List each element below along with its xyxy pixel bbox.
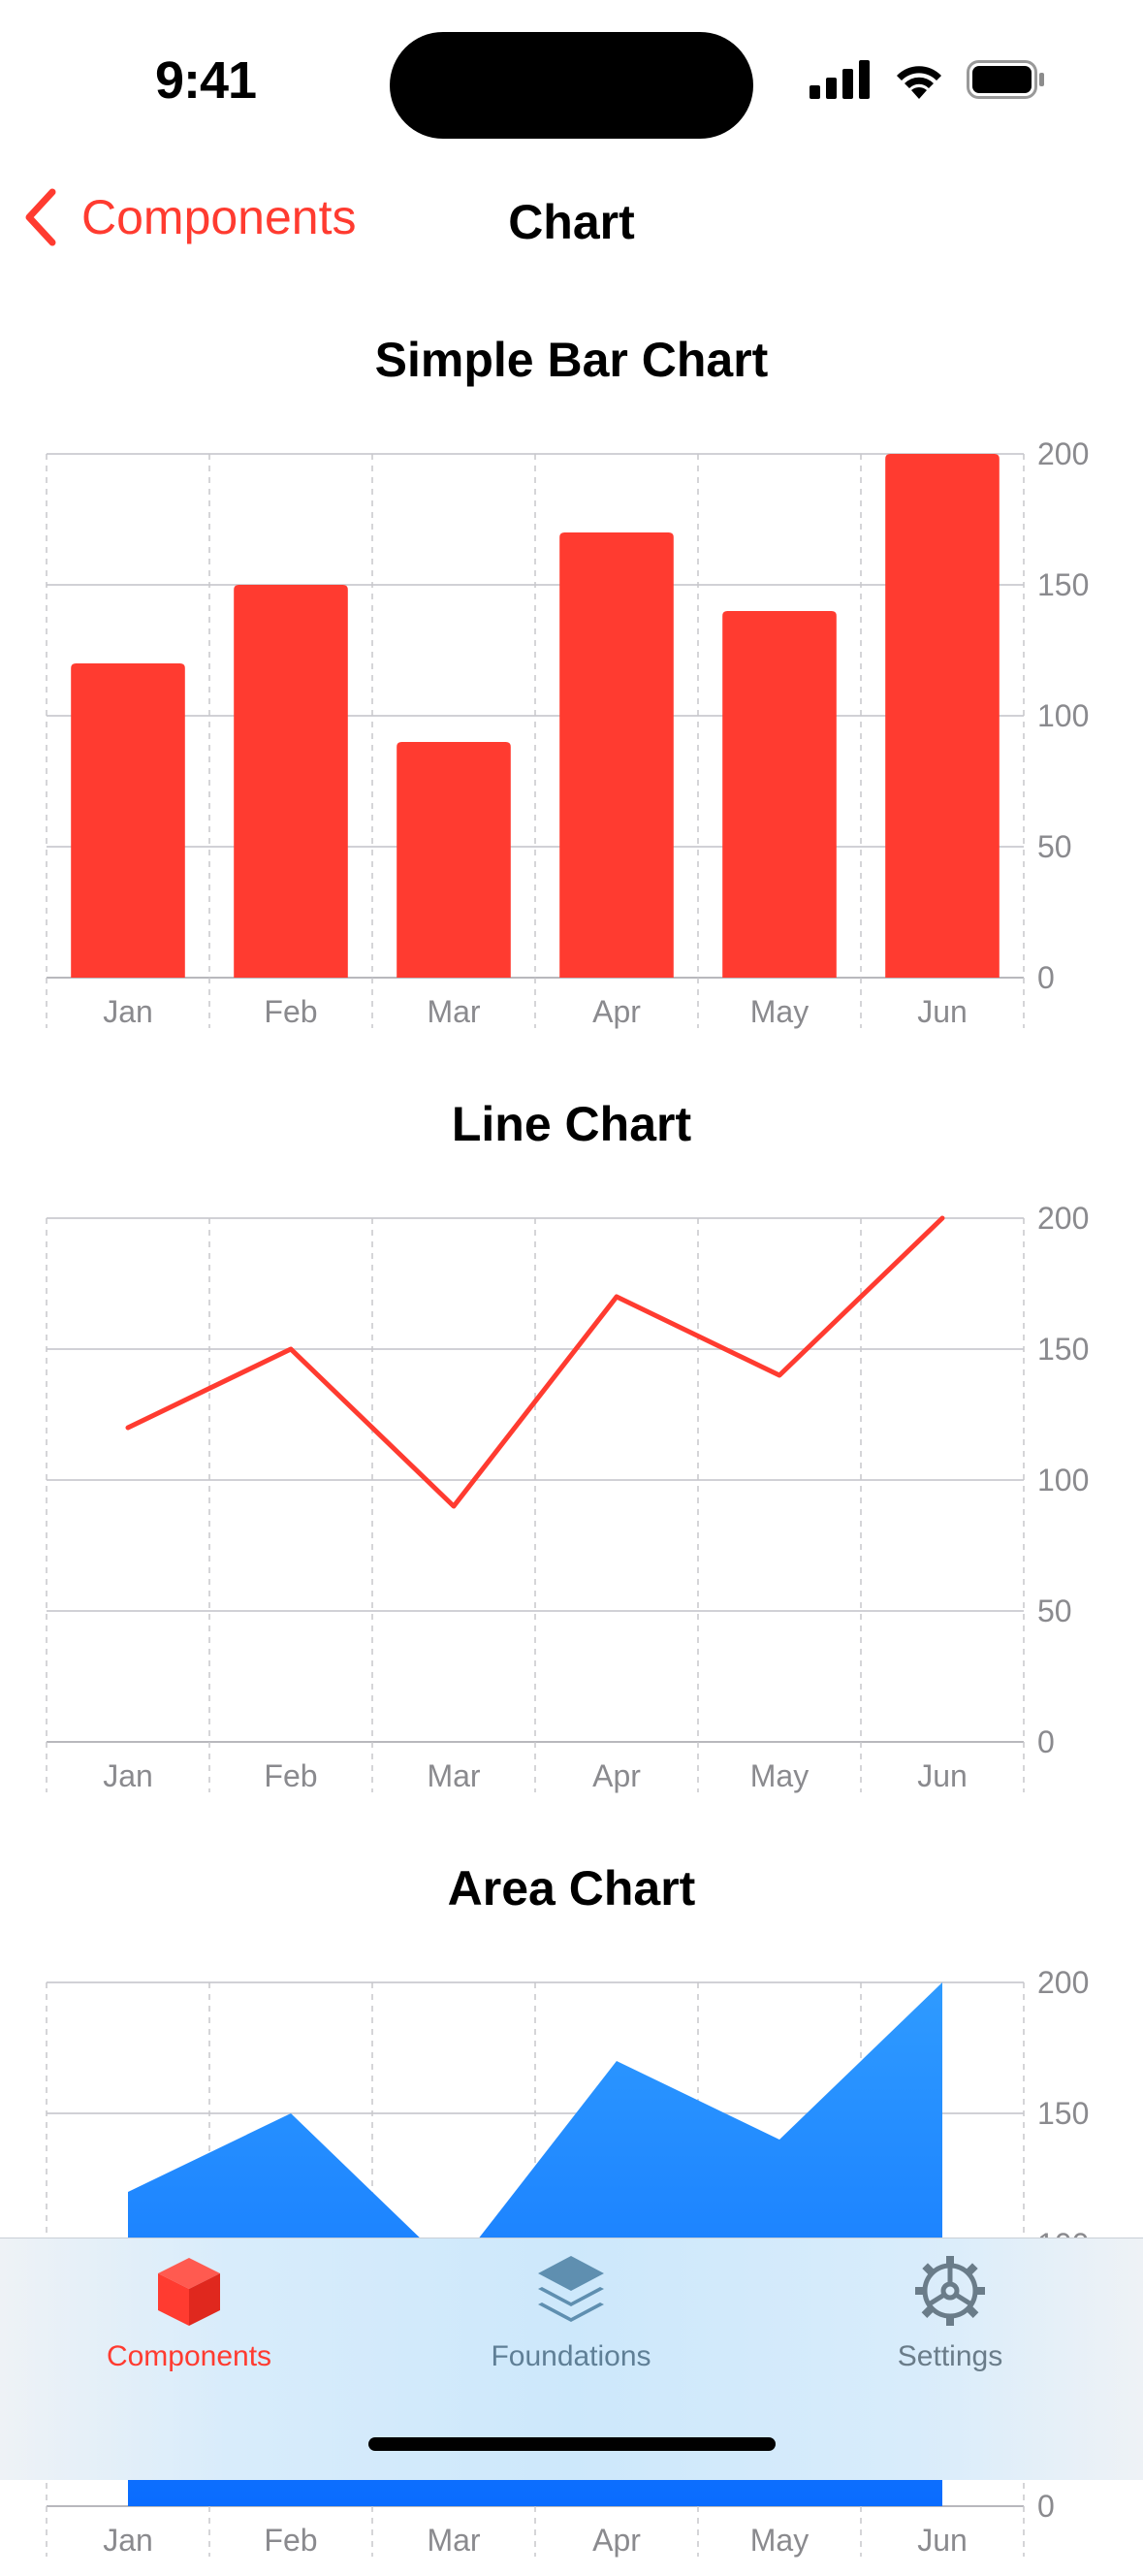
tab-components-label: Components [44,2340,334,2373]
x-tick-label: Jun [917,1758,968,1793]
y-tick-label: 50 [1037,1594,1072,1628]
battery-icon [967,60,1046,99]
navigation-bar: Components Chart [0,165,1143,281]
x-tick-label: Jan [103,2523,153,2558]
tab-components[interactable]: Components [44,2252,334,2373]
bar-mar [397,742,511,978]
y-tick-label: 200 [1037,436,1089,471]
y-tick-label: 0 [1037,960,1055,995]
x-tick-label: May [750,2523,809,2558]
x-tick-label: Mar [427,1758,480,1793]
bar-jan [71,663,185,978]
x-tick-label: Apr [592,994,641,1029]
bar-chart: 0 50 100 150 200 Jan Feb Mar Apr May Jun [0,427,1143,1047]
line-chart-title: Line Chart [0,1096,1143,1152]
x-tick-label: May [750,994,809,1029]
y-tick-label: 50 [1037,829,1072,864]
x-tick-label: Jan [103,1758,153,1793]
y-tick-label: 150 [1037,1332,1089,1367]
x-tick-label: Mar [427,994,480,1029]
tab-foundations-label: Foundations [426,2340,716,2373]
y-tick-label: 0 [1037,2489,1055,2524]
cube-icon [150,2252,228,2330]
y-tick-label: 0 [1037,1724,1055,1759]
y-tick-label: 100 [1037,1463,1089,1497]
y-tick-label: 150 [1037,2096,1089,2131]
home-indicator [368,2437,776,2451]
x-tick-label: Jan [103,994,153,1029]
status-icons [810,60,1046,99]
area-chart-title: Area Chart [0,1860,1143,1916]
x-tick-label: Jun [917,994,968,1029]
y-tick-label: 200 [1037,1965,1089,2000]
wifi-icon [893,60,945,99]
cellular-signal-icon [810,60,872,99]
x-tick-label: Feb [264,2523,317,2558]
tab-settings-label: Settings [805,2340,1095,2373]
layers-icon [532,2252,610,2330]
x-tick-label: May [750,1758,809,1793]
x-tick-label: Feb [264,994,317,1029]
bar-apr [559,532,674,978]
x-tick-label: Apr [592,1758,641,1793]
status-time: 9:41 [155,50,256,111]
x-tick-label: Mar [427,2523,480,2558]
line-chart: 0 50 100 150 200 Jan Feb Mar Apr May Jun [0,1191,1143,1812]
gear-icon [911,2252,989,2330]
y-tick-label: 100 [1037,698,1089,733]
x-tick-label: Jun [917,2523,968,2558]
page-title: Chart [0,194,1143,250]
tab-settings[interactable]: Settings [805,2252,1095,2373]
tab-foundations[interactable]: Foundations [426,2252,716,2373]
bar-chart-title: Simple Bar Chart [0,332,1143,388]
status-bar: 9:41 [0,0,1143,165]
x-tick-label: Feb [264,1758,317,1793]
x-tick-label: Apr [592,2523,641,2558]
dynamic-island [390,32,753,139]
y-tick-label: 200 [1037,1201,1089,1236]
y-tick-label: 150 [1037,567,1089,602]
bar-may [722,611,837,978]
bar-feb [234,585,348,978]
bar-jun [885,454,1000,978]
